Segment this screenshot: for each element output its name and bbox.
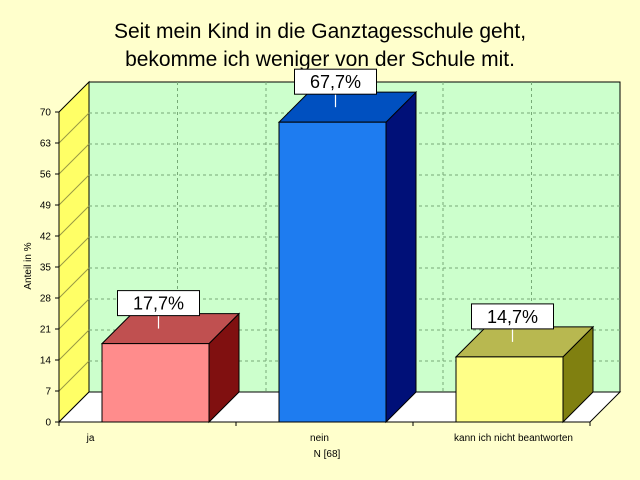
y-axis-ticks: 0 7 14 21 28 35 42 49 56 63 70 [40,108,60,429]
bar [454,325,595,424]
gridline-side [58,267,90,299]
bars [100,90,595,424]
bar [277,90,418,424]
gridline-side [58,174,90,206]
data-label: 67,7% [294,68,377,95]
y-axis-label: Anteil in % [23,242,34,289]
y-tick-label: 56 [40,170,52,181]
gridline-side [58,112,90,144]
data-label-text: 14,7% [487,307,538,327]
chart-title: Seit mein Kind in die Ganztagesschule ge… [114,20,526,71]
gridline-side [58,143,90,175]
y-tick-label: 28 [40,294,52,305]
y-tick-label: 0 [45,418,51,429]
data-label: 17,7% [117,290,200,317]
bar [100,312,241,424]
x-axis-categories: ja nein kann ich nicht beantworten [58,421,591,444]
gridline-side [58,205,90,237]
data-label: 14,7% [471,303,554,330]
y-tick-label: 21 [40,325,52,336]
x-axis-label: N [68] [314,449,341,460]
bar-front [455,356,564,423]
x-category-label: nein [310,433,329,444]
bar-front [101,343,210,423]
y-tick-label: 35 [40,263,52,274]
bar-side [385,90,417,424]
gridline-side [58,329,90,361]
bar-front [278,121,387,423]
data-label-text: 67,7% [310,72,361,92]
gridline-side [58,298,90,330]
y-tick-label: 49 [40,201,52,212]
y-tick-label: 7 [45,387,51,398]
data-label-box [117,290,200,317]
chart-title-line-1: Seit mein Kind in die Ganztagesschule ge… [114,20,526,43]
gridline-side [58,360,90,392]
y-tick-label: 42 [40,232,52,243]
data-label-box [294,68,377,95]
x-category-label: kann ich nicht beantworten [454,433,573,444]
y-tick-label: 14 [40,356,52,367]
data-label-box [471,303,554,330]
gridline-side [58,236,90,268]
y-tick-label: 70 [40,108,52,119]
data-labels: 17,7% 67,7% 14,7% [117,68,554,342]
data-label-text: 17,7% [133,294,184,314]
chart-title-line-2: bekomme ich weniger von der Schule mit. [125,48,515,71]
y-tick-label: 63 [40,139,52,150]
x-category-label: ja [86,433,95,444]
